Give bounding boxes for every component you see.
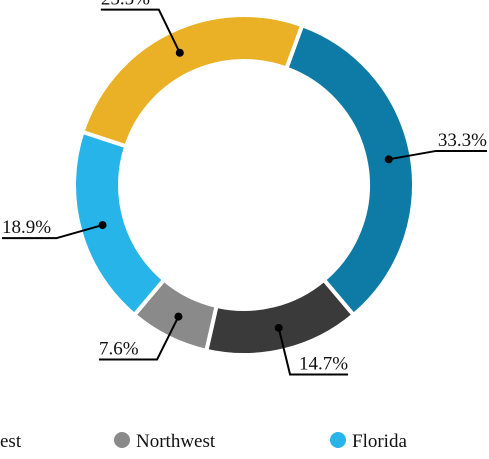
data-label: 25.5% <box>101 0 150 10</box>
donut-segment <box>203 277 357 357</box>
leader-dot <box>274 323 283 332</box>
donut-segment <box>72 129 167 318</box>
leader-line <box>100 8 181 54</box>
donut-segment <box>79 13 305 149</box>
leader-dot <box>384 155 393 164</box>
legend-label: est <box>0 431 22 452</box>
legend-label: Northwest <box>136 431 216 452</box>
leader-line <box>99 316 180 361</box>
leader-dot <box>175 48 184 57</box>
leader-line <box>277 327 349 376</box>
leader-dot <box>174 312 183 321</box>
legend-label: Florida <box>352 431 407 452</box>
leader-line <box>2 224 103 240</box>
data-label: 18.9% <box>2 217 51 238</box>
donut-segment <box>283 22 416 318</box>
leader-dot <box>98 221 107 230</box>
leader-line <box>388 149 487 161</box>
data-label: 14.7% <box>299 353 348 374</box>
legend-swatch <box>330 432 346 448</box>
data-label: 7.6% <box>99 339 139 360</box>
data-label: 33.3% <box>438 130 487 151</box>
legend-swatch <box>114 432 130 448</box>
